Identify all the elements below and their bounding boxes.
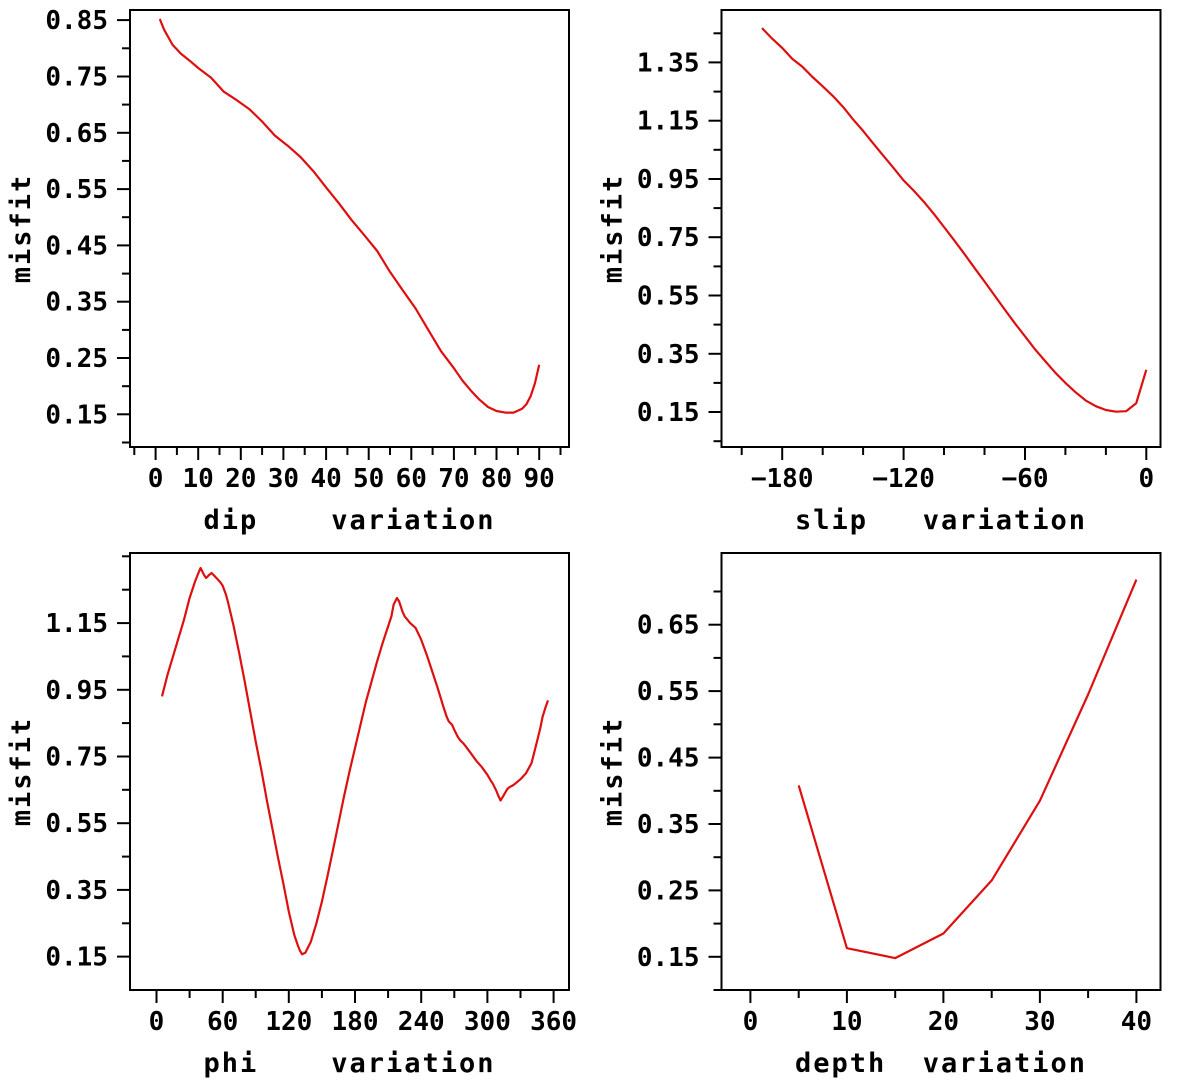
x-axis-label: slip variation xyxy=(795,505,1087,536)
y-tick-label: 1.15 xyxy=(637,107,700,137)
y-tick-label: 1.35 xyxy=(637,48,700,78)
plot-box xyxy=(129,552,570,991)
plot-box xyxy=(720,9,1162,448)
y-tick-label: 0.45 xyxy=(637,744,700,774)
y-tick-label: 0.75 xyxy=(45,743,108,773)
y-tick-label: 0.35 xyxy=(45,876,108,906)
chart-dip-variation: 0.15 0.25 0.35 0.45 0.55 0.65 0.75 0.85 0 10 20 30 4… xyxy=(0,0,591,543)
panel-dip-variation: 0.15 0.25 0.35 0.45 0.55 0.65 0.75 0.85 0 10 20 30 4… xyxy=(0,0,591,543)
plot-box xyxy=(720,552,1162,991)
panel-slip-variation: 0.15 0.35 0.55 0.75 0.95 1.15 1.35 −180 −120 −60 0… xyxy=(591,0,1183,543)
x-tick-label: 240 xyxy=(398,1007,445,1037)
y-tick-label: 0.35 xyxy=(637,340,700,370)
x-tick-label: 360 xyxy=(530,1007,577,1037)
y-tick-label: 0.15 xyxy=(45,943,108,973)
y-tick-label: 0.25 xyxy=(45,344,108,374)
x-tick-label: 0 xyxy=(743,1007,759,1037)
x-tick-label: −120 xyxy=(872,464,935,494)
chart-phi-variation: 0.15 0.35 0.55 0.75 0.95 1.15 0 60 120 180 240 300 3… xyxy=(0,543,591,1086)
x-tick-label: 10 xyxy=(831,1007,862,1037)
x-tick-label: 0 xyxy=(148,464,164,494)
x-tick-label: 50 xyxy=(353,464,384,494)
y-tick-label: 0.35 xyxy=(637,810,700,840)
y-tick-label: 0.15 xyxy=(637,398,700,428)
x-tick-label: 60 xyxy=(207,1007,238,1037)
y-tick-label: 0.15 xyxy=(45,400,108,430)
y-tick-label: 0.65 xyxy=(45,119,108,149)
x-tick-label: 30 xyxy=(1024,1007,1055,1037)
x-tick-label: 300 xyxy=(464,1007,511,1037)
x-axis-label: phi variation xyxy=(203,1048,495,1079)
x-tick-label: 180 xyxy=(332,1007,379,1037)
y-tick-label: 0.95 xyxy=(45,676,108,706)
y-tick-label: 0.15 xyxy=(637,943,700,973)
y-axis-label: misfit xyxy=(598,717,629,827)
misfit-curve xyxy=(158,18,541,414)
plot-box xyxy=(129,9,570,448)
y-tick-label: 0.75 xyxy=(45,63,108,93)
y-tick-label: 0.85 xyxy=(45,6,108,36)
x-tick-label: 40 xyxy=(1121,1007,1152,1037)
y-axis-label: misfit xyxy=(6,174,37,284)
x-tick-label: −60 xyxy=(1002,464,1049,494)
misfit-curve xyxy=(797,579,1138,960)
y-tick-label: 1.15 xyxy=(45,609,108,639)
y-tick-label: 0.75 xyxy=(637,223,700,253)
y-tick-label: 0.55 xyxy=(45,175,108,205)
panel-depth-variation: 0.15 0.25 0.35 0.45 0.55 0.65 0 10 20 30 40 depth v… xyxy=(591,543,1183,1086)
x-tick-label: 0 xyxy=(149,1007,165,1037)
x-tick-label: 90 xyxy=(524,464,555,494)
x-tick-label: 20 xyxy=(928,1007,959,1037)
x-tick-label: 70 xyxy=(438,464,469,494)
y-tick-label: 0.55 xyxy=(45,809,108,839)
y-tick-label: 0.55 xyxy=(637,677,700,707)
chart-depth-variation: 0.15 0.25 0.35 0.45 0.55 0.65 0 10 20 30 40 depth v… xyxy=(591,543,1183,1086)
x-tick-label: 40 xyxy=(310,464,341,494)
y-axis-label: misfit xyxy=(6,717,37,827)
y-tick-label: 0.95 xyxy=(637,165,700,195)
x-tick-label: 120 xyxy=(265,1007,312,1037)
x-tick-label: 60 xyxy=(396,464,427,494)
y-axis-label: misfit xyxy=(598,174,629,284)
chart-slip-variation: 0.15 0.35 0.55 0.75 0.95 1.15 1.35 −180 −120 −60 0… xyxy=(591,0,1183,543)
misfit-curve xyxy=(761,27,1148,413)
x-tick-label: 80 xyxy=(481,464,512,494)
x-axis-label: dip variation xyxy=(203,505,495,536)
x-axis-label: depth variation xyxy=(795,1048,1087,1079)
x-tick-label: 10 xyxy=(183,464,214,494)
x-tick-label: 30 xyxy=(268,464,299,494)
y-tick-label: 0.45 xyxy=(45,231,108,261)
x-tick-label: −180 xyxy=(751,464,814,494)
y-tick-label: 0.65 xyxy=(637,611,700,641)
y-tick-label: 0.25 xyxy=(637,876,700,906)
y-tick-label: 0.55 xyxy=(637,282,700,312)
y-tick-label: 0.35 xyxy=(45,288,108,318)
x-tick-label: 20 xyxy=(225,464,256,494)
x-tick-label: 0 xyxy=(1138,464,1154,494)
panel-phi-variation: 0.15 0.35 0.55 0.75 0.95 1.15 0 60 120 180 240 300 3… xyxy=(0,543,591,1086)
misfit-curve xyxy=(160,566,550,956)
